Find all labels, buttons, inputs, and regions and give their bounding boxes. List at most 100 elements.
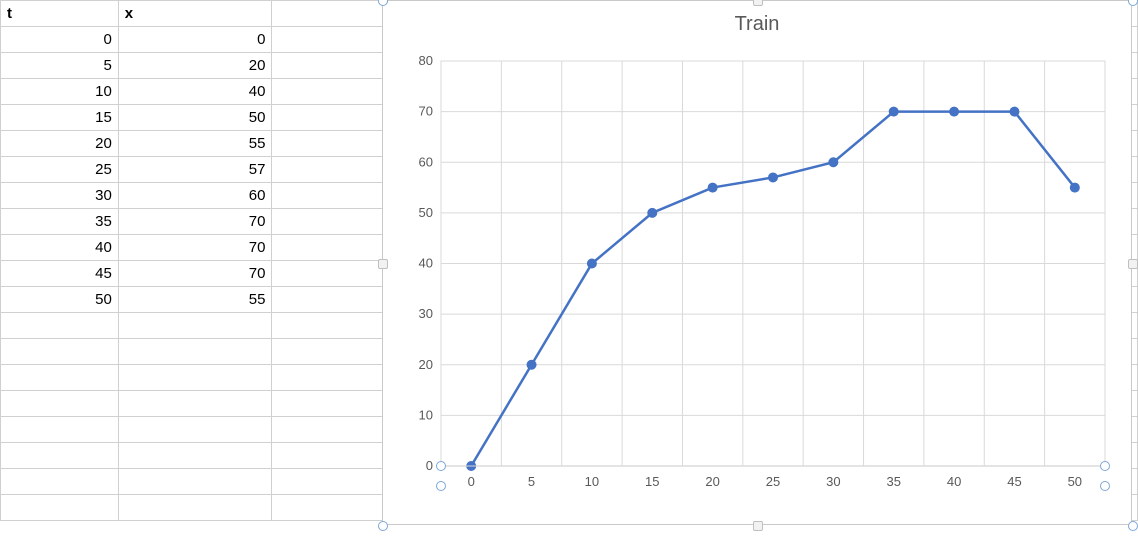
empty-cell[interactable] — [1, 339, 119, 365]
column-header-t[interactable]: t — [1, 1, 119, 27]
empty-cell[interactable] — [272, 287, 400, 313]
x-axis-tick-label: 20 — [705, 474, 719, 489]
cell-t[interactable]: 50 — [1, 287, 119, 313]
selection-handle[interactable] — [1128, 521, 1138, 531]
empty-cell[interactable] — [1, 365, 119, 391]
empty-cell[interactable] — [1, 469, 119, 495]
cell-t[interactable]: 45 — [1, 261, 119, 287]
empty-cell[interactable] — [1, 417, 119, 443]
empty-cell[interactable] — [118, 495, 272, 521]
cell-t[interactable]: 35 — [1, 209, 119, 235]
selection-handle[interactable] — [378, 259, 388, 269]
empty-cell[interactable] — [272, 79, 400, 105]
empty-cell[interactable] — [272, 131, 400, 157]
empty-cell[interactable] — [272, 391, 400, 417]
cell-x[interactable]: 70 — [118, 209, 272, 235]
cell-t[interactable]: 25 — [1, 157, 119, 183]
y-axis-tick-label: 30 — [419, 306, 433, 321]
plot-selection-handle[interactable] — [436, 481, 446, 491]
cell-x[interactable]: 40 — [118, 79, 272, 105]
cell-x[interactable]: 60 — [118, 183, 272, 209]
data-point-marker — [949, 107, 959, 117]
y-axis-tick-label: 20 — [419, 357, 433, 372]
y-axis-tick-label: 80 — [419, 53, 433, 68]
y-axis-tick-label: 70 — [419, 104, 433, 119]
chart-container[interactable]: Train 0 10 20 30 40 50 60 70 80 0 5 10 15 20 25 30 35 40 4… — [382, 0, 1132, 525]
cell-t[interactable]: 40 — [1, 235, 119, 261]
empty-cell[interactable] — [1, 391, 119, 417]
empty-cell[interactable] — [272, 157, 400, 183]
selection-handle[interactable] — [1128, 259, 1138, 269]
y-axis-tick-label: 50 — [419, 205, 433, 220]
y-axis-tick-label: 0 — [426, 458, 433, 473]
empty-cell[interactable] — [272, 365, 400, 391]
empty-cell[interactable] — [118, 391, 272, 417]
plot-selection-handle[interactable] — [1100, 481, 1110, 491]
empty-cell[interactable] — [272, 469, 400, 495]
cell-t[interactable]: 30 — [1, 183, 119, 209]
empty-cell[interactable] — [272, 53, 400, 79]
x-axis-tick-label: 25 — [766, 474, 780, 489]
empty-cell[interactable] — [118, 339, 272, 365]
empty-cell[interactable] — [272, 105, 400, 131]
plot-selection-handle[interactable] — [436, 461, 446, 471]
cell-x[interactable]: 0 — [118, 27, 272, 53]
cell-x[interactable]: 70 — [118, 235, 272, 261]
x-axis-tick-label: 10 — [585, 474, 599, 489]
data-point-marker — [527, 360, 537, 370]
x-axis-tick-label: 30 — [826, 474, 840, 489]
empty-cell[interactable] — [272, 313, 400, 339]
cell-t[interactable]: 0 — [1, 27, 119, 53]
x-axis-tick-label: 5 — [528, 474, 535, 489]
empty-cell[interactable] — [272, 495, 400, 521]
x-axis-tick-label: 45 — [1007, 474, 1021, 489]
y-axis-tick-label: 60 — [419, 154, 433, 169]
empty-cell[interactable] — [272, 183, 400, 209]
x-axis-tick-label: 40 — [947, 474, 961, 489]
empty-cell[interactable] — [1, 443, 119, 469]
x-axis-tick-label: 35 — [886, 474, 900, 489]
empty-cell[interactable] — [272, 27, 400, 53]
empty-cell[interactable] — [272, 339, 400, 365]
data-point-marker — [1070, 183, 1080, 193]
x-axis-tick-label: 0 — [468, 474, 475, 489]
selection-handle[interactable] — [378, 0, 388, 6]
empty-cell[interactable] — [1, 313, 119, 339]
plot-selection-handle[interactable] — [1100, 461, 1110, 471]
y-axis-tick-label: 10 — [419, 407, 433, 422]
empty-cell[interactable] — [272, 235, 400, 261]
chart-title: Train — [383, 13, 1131, 36]
y-axis-tick-label: 40 — [419, 256, 433, 271]
cell-t[interactable]: 5 — [1, 53, 119, 79]
data-point-marker — [889, 107, 899, 117]
empty-cell[interactable] — [272, 417, 400, 443]
empty-cell[interactable] — [272, 209, 400, 235]
line-chart: 0 10 20 30 40 50 60 70 80 0 5 10 15 20 25 30 35 40 45 50 — [401, 51, 1115, 506]
cell-t[interactable]: 10 — [1, 79, 119, 105]
data-point-marker — [587, 259, 597, 269]
cell-t[interactable]: 15 — [1, 105, 119, 131]
x-axis-tick-label: 50 — [1068, 474, 1082, 489]
empty-cell[interactable] — [272, 443, 400, 469]
data-point-marker — [647, 208, 657, 218]
cell-x[interactable]: 55 — [118, 287, 272, 313]
empty-cell[interactable] — [118, 469, 272, 495]
cell-x[interactable]: 70 — [118, 261, 272, 287]
data-point-marker — [708, 183, 718, 193]
cell-x[interactable]: 55 — [118, 131, 272, 157]
data-point-marker — [1009, 107, 1019, 117]
empty-cell[interactable] — [118, 365, 272, 391]
cell-x[interactable]: 50 — [118, 105, 272, 131]
x-axis-tick-label: 15 — [645, 474, 659, 489]
empty-cell[interactable] — [1, 495, 119, 521]
cell-x[interactable]: 20 — [118, 53, 272, 79]
cell-t[interactable]: 20 — [1, 131, 119, 157]
empty-cell[interactable] — [118, 313, 272, 339]
cell-x[interactable]: 57 — [118, 157, 272, 183]
selection-handle[interactable] — [753, 521, 763, 531]
selection-handle[interactable] — [753, 0, 763, 6]
empty-cell[interactable] — [118, 417, 272, 443]
column-header-x[interactable]: x — [118, 1, 272, 27]
selection-handle[interactable] — [378, 521, 388, 531]
empty-cell[interactable] — [118, 443, 272, 469]
